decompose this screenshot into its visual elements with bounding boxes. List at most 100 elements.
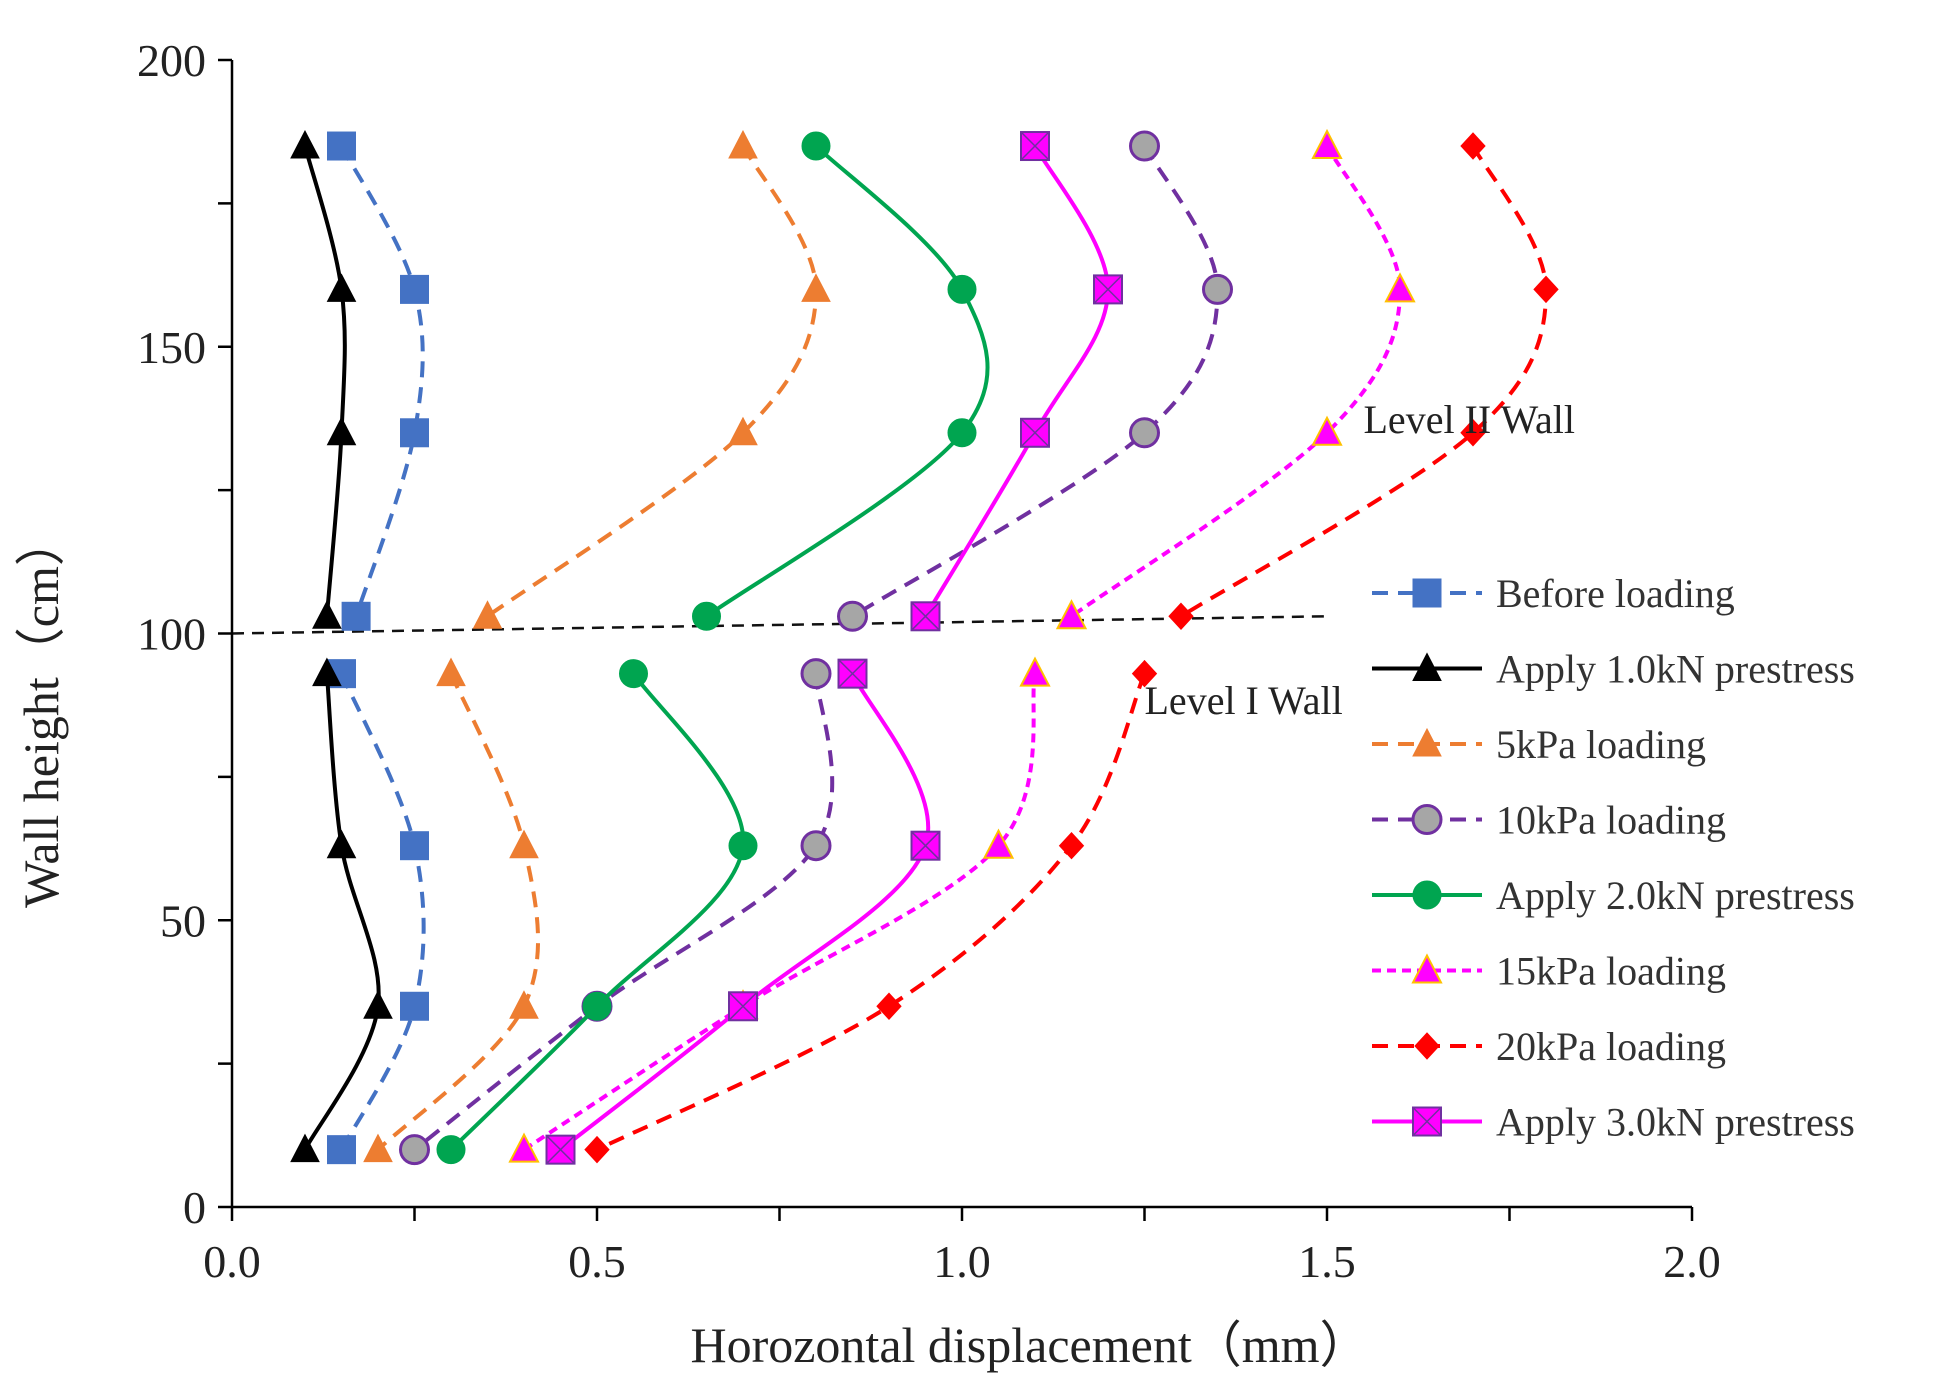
legend-item: 10kPa loading (1372, 798, 1726, 843)
data-point (509, 990, 539, 1019)
series-7 (545, 131, 1123, 1165)
legend-label: Apply 1.0kN prestress (1496, 647, 1855, 692)
data-point (399, 1134, 430, 1166)
series-line-lower (449, 672, 746, 1152)
marker-cross-b (910, 831, 941, 861)
data-point (508, 1132, 540, 1163)
plot-area: Level II Wall Level I Wall (231, 128, 1576, 1166)
legend-swatch-marker (1411, 953, 1443, 984)
legend-swatch-marker (1412, 1106, 1442, 1137)
data-point (982, 828, 1015, 859)
marker-cross-b (1020, 418, 1050, 448)
data-point (728, 416, 758, 446)
data-point (290, 129, 320, 159)
data-point (692, 601, 721, 631)
data-point (1019, 656, 1051, 687)
series-line-upper (303, 145, 347, 617)
data-point (363, 1133, 393, 1163)
data-point (800, 658, 832, 690)
y-tick-label: 50 (160, 895, 206, 946)
legend-swatch-marker (1412, 727, 1442, 757)
data-point (400, 418, 429, 448)
data-point (910, 601, 941, 632)
legend-swatch-marker (1412, 578, 1442, 608)
data-point (582, 991, 612, 1021)
annotation-label: Level I Wall (1145, 678, 1343, 723)
series-line-lower (522, 673, 1037, 1152)
annotation-label: Level II Wall (1364, 397, 1576, 442)
x-tick-label: 2.0 (1663, 1236, 1721, 1287)
legend-item: Before loading (1372, 571, 1735, 616)
data-point (1202, 273, 1233, 305)
data-point (327, 131, 356, 161)
series-line-upper (923, 145, 1111, 618)
data-point (800, 830, 832, 862)
legend-item: Apply 3.0kN prestress (1372, 1100, 1855, 1145)
data-point (1020, 417, 1050, 448)
data-point (436, 1135, 466, 1165)
legend-item: 15kPa loading (1372, 949, 1726, 994)
data-point (326, 829, 357, 859)
data-point (728, 991, 758, 1022)
data-point (326, 273, 357, 302)
data-point (947, 418, 977, 448)
series-line-upper (705, 144, 990, 618)
data-point (1168, 602, 1194, 631)
marker-cross-b (1093, 274, 1123, 304)
data-point (545, 1134, 576, 1165)
data-point (1311, 128, 1343, 160)
legend-label: 10kPa loading (1496, 798, 1726, 843)
y-tick-label: 100 (137, 609, 206, 660)
data-point (1311, 415, 1343, 446)
legend-label: 5kPa loading (1496, 722, 1706, 767)
data-point (290, 1133, 320, 1163)
data-point (1533, 275, 1559, 304)
y-tick-label: 0 (183, 1182, 206, 1233)
y-tick-label: 200 (137, 35, 206, 86)
data-point (1129, 417, 1160, 449)
legend-item: Apply 1.0kN prestress (1372, 647, 1855, 692)
data-point (1058, 831, 1085, 860)
data-point (801, 131, 831, 161)
data-point (837, 658, 868, 689)
data-point (472, 600, 503, 629)
data-point (876, 992, 902, 1021)
axes: 0.0 0.5 1.0 1.5 2.0 0 50 100 150 200 (137, 35, 1721, 1287)
legend-swatch-marker (1412, 880, 1442, 910)
data-point (1055, 599, 1088, 630)
series-line-upper (851, 145, 1220, 618)
data-point (1020, 131, 1050, 162)
y-tick-label: 150 (137, 322, 206, 373)
series-line-lower (339, 672, 426, 1151)
x-tick-label: 0.0 (203, 1236, 261, 1287)
legend-item: Apply 2.0kN prestress (1372, 873, 1855, 918)
marker-cross-b (728, 991, 758, 1021)
legend-swatch-marker (1412, 652, 1442, 681)
data-point (1460, 132, 1486, 160)
legend-item: 5kPa loading (1372, 722, 1706, 767)
data-point (728, 129, 758, 159)
data-point (312, 657, 342, 687)
data-point (619, 659, 648, 689)
series-line-lower (413, 673, 835, 1152)
data-point (509, 829, 539, 859)
marker-cross-b (545, 1135, 576, 1165)
legend-label: Before loading (1496, 571, 1735, 616)
series-line-upper (1070, 145, 1403, 618)
y-axis-title: Wall height（cm） (13, 516, 69, 908)
series-line-lower (559, 672, 931, 1152)
data-point (327, 1135, 356, 1165)
data-point (1384, 272, 1416, 303)
legend-item: 20kPa loading (1372, 1024, 1726, 1069)
data-point (400, 991, 429, 1021)
legend-swatch-marker (1411, 804, 1443, 835)
series-1 (290, 129, 393, 1163)
data-point (341, 601, 371, 631)
data-point (1460, 419, 1486, 447)
legend-label: Apply 2.0kN prestress (1496, 873, 1855, 918)
marker-cross-b (1412, 1106, 1442, 1137)
data-point (1131, 659, 1158, 688)
level-divider-line (231, 615, 1328, 635)
x-tick-label: 1.0 (933, 1236, 991, 1287)
